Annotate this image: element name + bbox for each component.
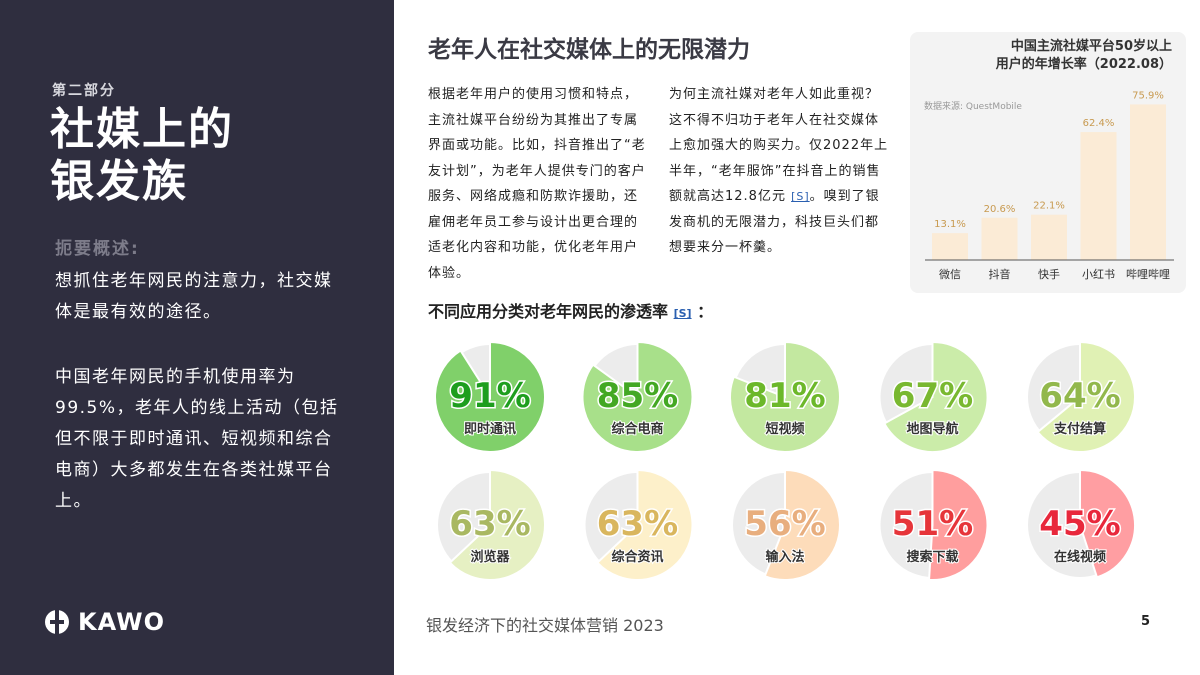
pie-综合电商: 85% 综合电商	[581, 340, 694, 453]
bar-category-label: 抖音	[989, 267, 1011, 281]
pie-在线视频: 45% 在线视频	[1028, 468, 1136, 579]
summary-text-1: 想抓住老年网民的注意力，社交媒体是最有效的途径。	[55, 271, 333, 322]
pie-category-label: 在线视频	[1054, 549, 1106, 565]
pie-value-label: 63%	[449, 504, 530, 544]
pie-category-label: 浏览器	[470, 549, 510, 565]
pie-value-label: 91%	[449, 376, 530, 416]
pie-category-label: 搜索下载	[906, 549, 958, 565]
bar-value-label: 13.1%	[934, 219, 966, 230]
paragraph-2: 为何主流社媒对老年人如此重视？这不得不归功于老年人在社交媒体上愈加强大的购买力。…	[669, 82, 889, 261]
pie-value-label: 85%	[597, 376, 678, 416]
pie-heading-text: 不同应用分类对老年网民的渗透率	[428, 302, 674, 321]
section-title: 社媒上的 银发族	[50, 104, 234, 208]
kawo-logo-icon	[45, 610, 69, 634]
pie-即时通讯: 91% 即时通讯	[434, 340, 546, 453]
pie-value-label: 67%	[892, 376, 973, 416]
bar-微信	[932, 233, 968, 260]
pie-category-label: 综合资讯	[611, 549, 663, 565]
paragraph-1: 根据老年用户的使用习惯和特点，主流社媒平台纷纷为其推出了专属界面或功能。比如，抖…	[428, 87, 646, 281]
paragraph-2-text: 为何主流社媒对老年人如此重视？这不得不归功于老年人在社交媒体上愈加强大的购买力。…	[669, 87, 889, 204]
pie-category-label: 支付结算	[1053, 421, 1106, 437]
pie-value-label: 56%	[744, 504, 825, 544]
pie-slice	[1079, 468, 1136, 579]
bar-value-label: 22.1%	[1033, 201, 1065, 212]
bar-快手	[1031, 214, 1067, 260]
pie-浏览器: 63% 浏览器	[438, 468, 546, 581]
pie-slice	[763, 468, 841, 581]
footer-text: 银发经济下的社交媒体营销 2023	[426, 616, 664, 635]
logo-text: KAWO	[78, 608, 165, 636]
title-line-1: 社媒上的	[50, 104, 234, 155]
bar-抖音	[981, 217, 1018, 260]
pie-综合资讯: 63% 综合资讯	[585, 468, 694, 581]
sidebar: 第二部分 社媒上的 银发族 扼要概述: 想抓住老年网民的注意力，社交媒体是最有效的…	[0, 0, 394, 675]
pie-slice	[729, 340, 841, 453]
page-title: 老年人在社交媒体上的无限潜力	[428, 37, 750, 63]
pie-slice	[1036, 340, 1136, 453]
bar-value-label: 20.6%	[984, 204, 1016, 215]
bar-value-label: 75.9%	[1132, 90, 1164, 101]
pie-地图导航: 67% 地图导航	[880, 340, 989, 453]
title-line-2: 银发族	[50, 156, 188, 207]
bar-category-label: 小红书	[1082, 268, 1115, 281]
pie-value-label: 63%	[597, 504, 678, 544]
pie-slice	[927, 468, 989, 581]
kawo-logo: KAWO	[44, 608, 165, 636]
source-link[interactable]: [S]	[673, 307, 692, 320]
source-link[interactable]: [S]	[791, 190, 810, 203]
bar-小红书	[1080, 132, 1117, 260]
pie-短视频: 81% 短视频	[729, 340, 841, 453]
pie-搜索下载: 51% 搜索下载	[880, 468, 989, 581]
bar-chart-title-2: 用户的年增长率（2022.08）	[995, 56, 1172, 72]
pie-value-label: 64%	[1039, 376, 1120, 416]
pie-category-label: 即时通讯	[464, 421, 516, 437]
bar-value-label: 62.4%	[1083, 118, 1115, 129]
pie-category-label: 综合电商	[611, 421, 663, 437]
bar-哔哩哔哩	[1130, 104, 1166, 260]
pie-heading-colon: ：	[697, 302, 714, 321]
bar-category-label: 微信	[939, 267, 961, 281]
bar-chart-source: 数据来源: QuestMobile	[924, 100, 1022, 112]
pie-slice	[434, 340, 546, 453]
paragraph-2-text-end: 。嗅到了银发商机的无限潜力，科技巨头们都想要来分一杯羹。	[669, 189, 880, 255]
pie-value-label: 51%	[892, 504, 973, 544]
pie-heading: 不同应用分类对老年网民的渗透率 [S] ：	[428, 298, 713, 322]
bar-category-label: 哔哩哔哩	[1126, 268, 1170, 281]
pie-slice	[882, 340, 989, 453]
pie-slice	[448, 468, 546, 581]
page-number: 5	[1141, 614, 1151, 629]
summary-heading: 扼要概述:	[55, 239, 140, 259]
pie-slice	[595, 468, 694, 581]
section-label: 第二部分	[52, 83, 116, 99]
summary-text-2: 中国老年网民的手机使用率为99.5%，老年人的线上活动（包括但不限于即时通讯、短…	[55, 367, 339, 511]
pie-value-label: 81%	[744, 376, 825, 416]
pie-value-label: 45%	[1039, 504, 1120, 544]
pie-category-label: 输入法	[765, 549, 804, 565]
pie-slice	[581, 340, 694, 453]
growth-bar-chart: 中国主流社媒平台50岁以上用户的年增长率（2022.08） 数据来源: Quest…	[910, 32, 1186, 293]
pie-支付结算: 64% 支付结算	[1028, 340, 1136, 453]
bar-chart-title: 中国主流社媒平台50岁以上	[1011, 38, 1172, 54]
pie-category-label: 短视频	[765, 421, 804, 437]
pie-category-label: 地图导航	[906, 421, 958, 437]
pie-输入法: 56% 输入法	[733, 468, 841, 581]
bar-category-label: 快手	[1038, 267, 1060, 281]
